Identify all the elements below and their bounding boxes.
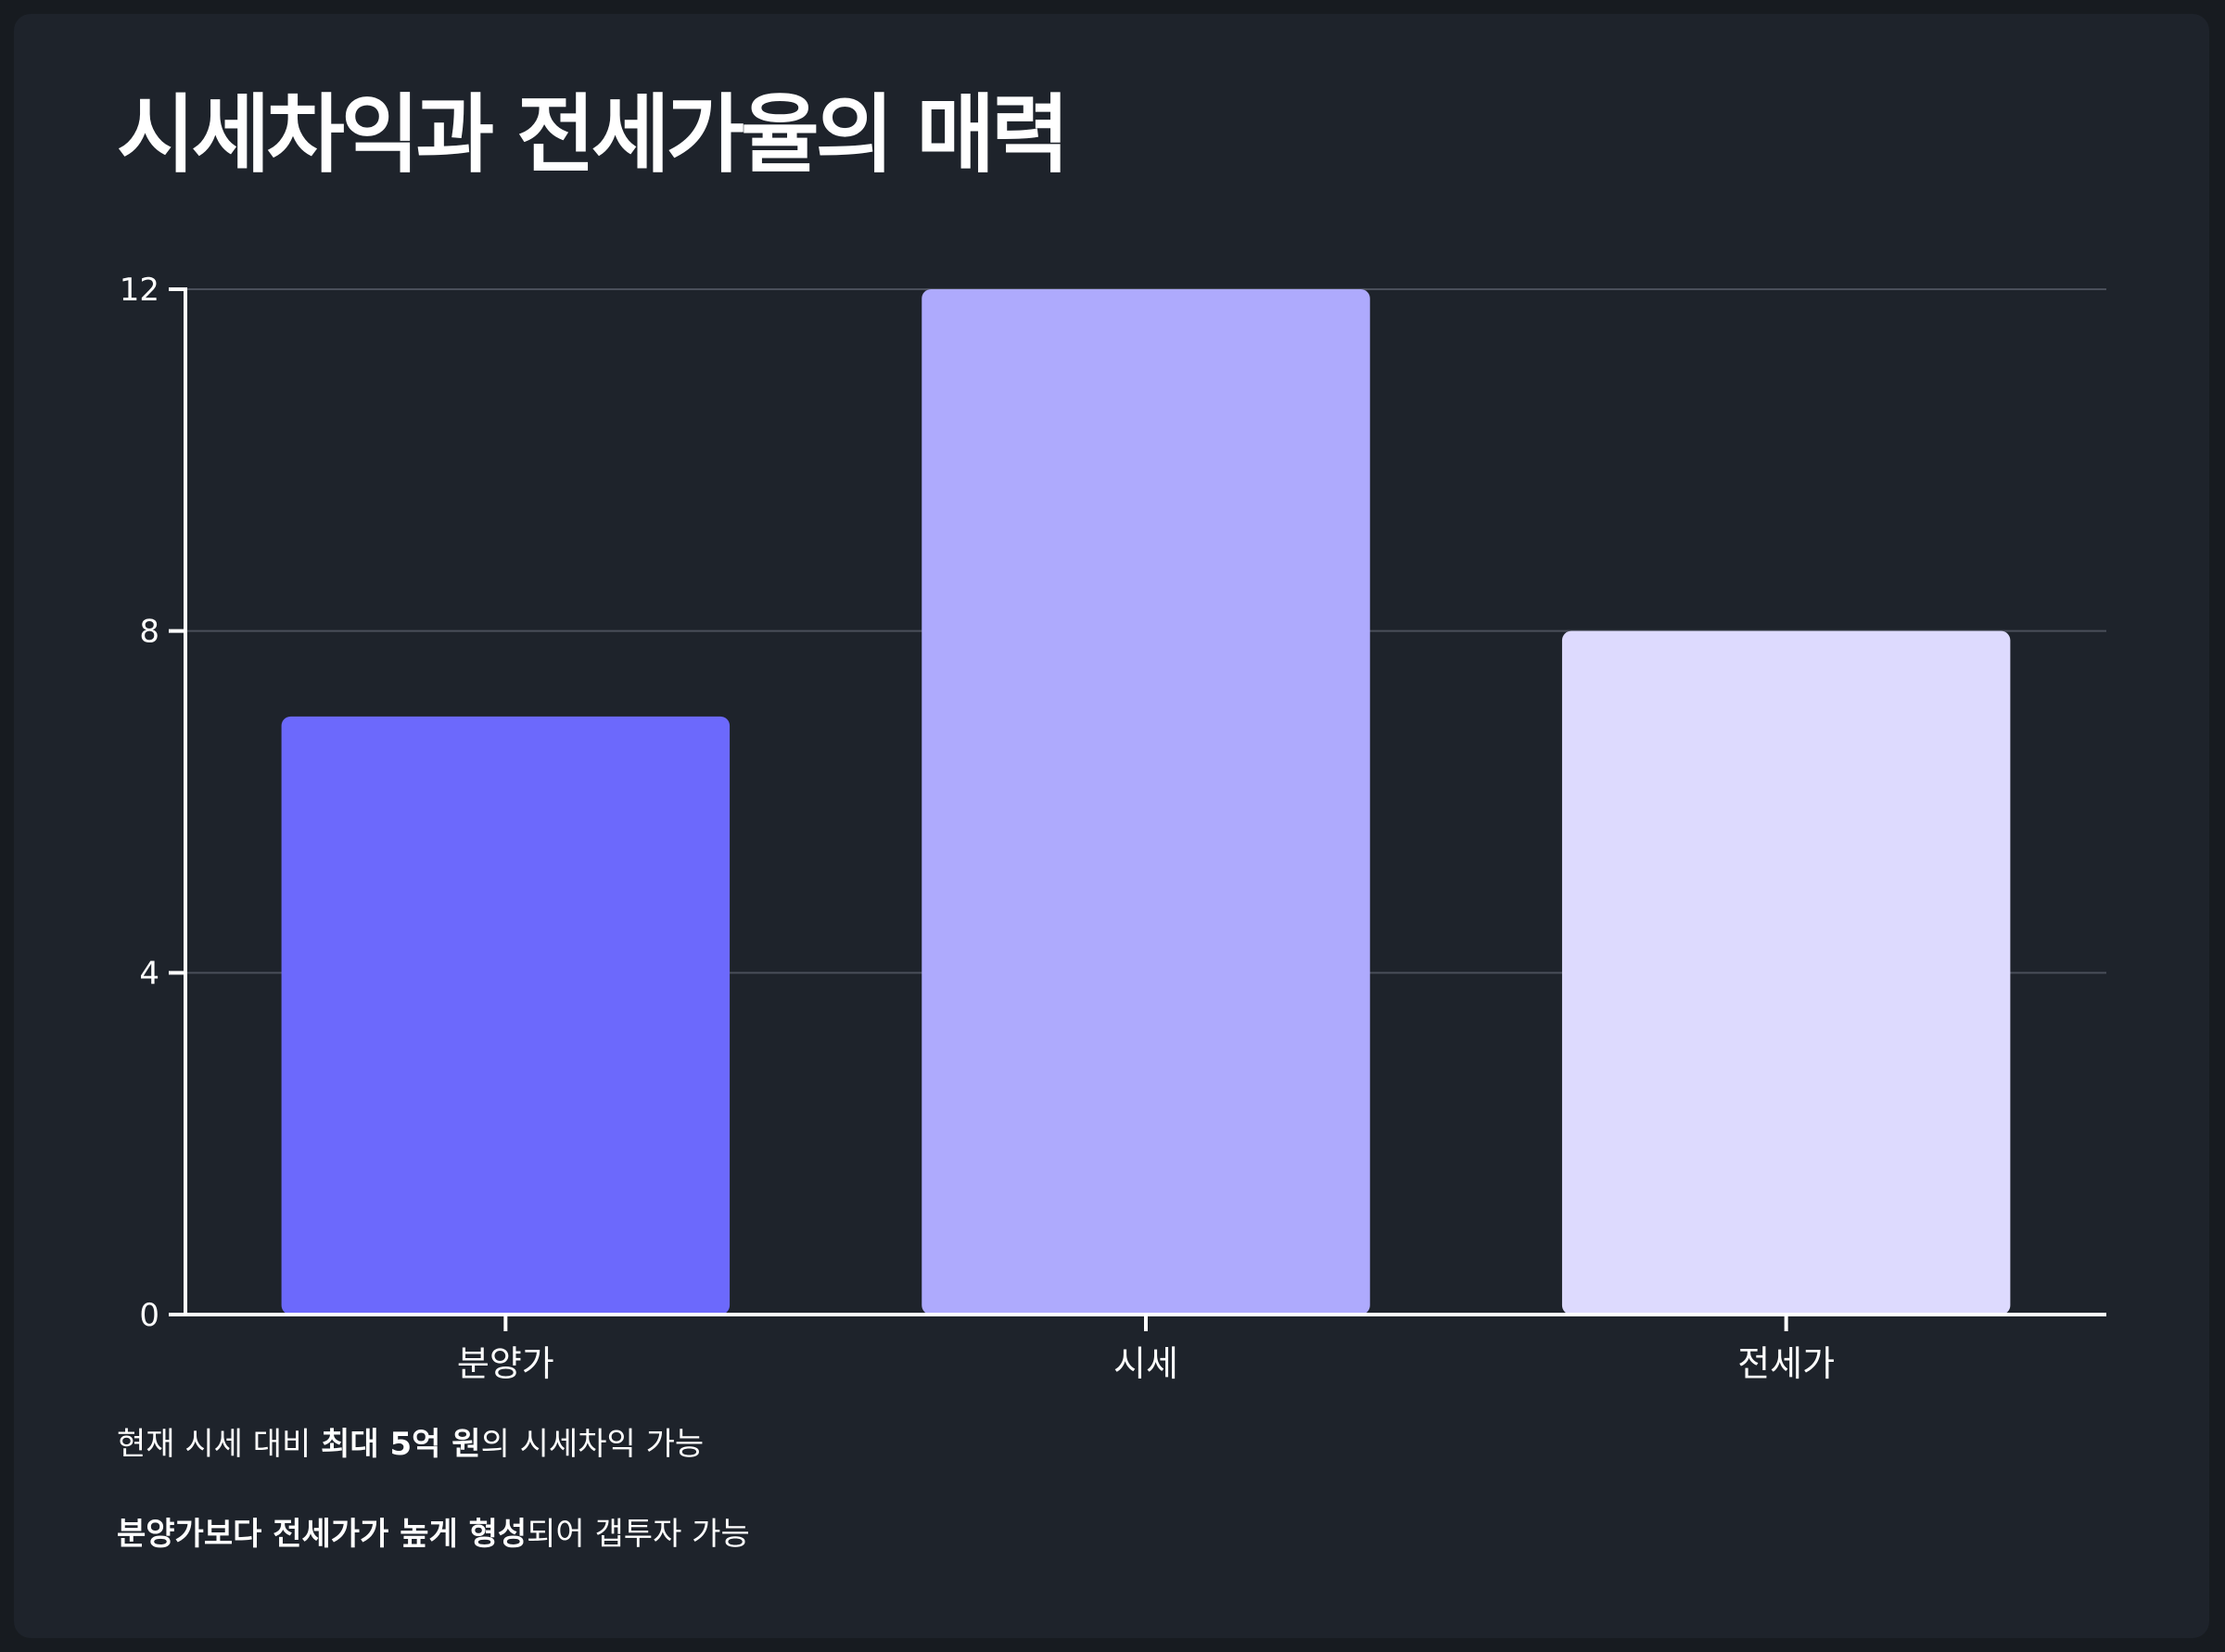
note-1: 현재 시세 대비 최대 5억 원의 시세차익 가능 xyxy=(117,1418,704,1464)
y-tick-label-2: 8 xyxy=(139,614,159,651)
page-title: 시세차익과 전세가율의 매력 xyxy=(117,85,1070,184)
bar-1 xyxy=(922,289,1370,1315)
x-tick-label-2: 전세가 xyxy=(1737,1343,1835,1384)
y-tick-label-1: 4 xyxy=(139,955,159,992)
bars xyxy=(281,289,2011,1315)
bar-2 xyxy=(1561,630,2011,1315)
note-1-pre: 현재 시세 대비 xyxy=(117,1426,322,1463)
y-axis-ticks: 0 4 8 12 xyxy=(120,272,185,1334)
x-tick-label-1: 시세 xyxy=(1113,1343,1178,1384)
note-1-bold: 최대 5억 원 xyxy=(321,1426,481,1463)
y-tick-label-0: 0 xyxy=(139,1297,159,1334)
x-tick-label-0: 분양가 xyxy=(457,1343,554,1384)
note-2: 분양가보다 전세가가 높게 형성되어 갭투자 가능 xyxy=(117,1508,750,1554)
y-tick-label-3: 12 xyxy=(120,272,159,309)
note-1-post: 의 시세차익 가능 xyxy=(480,1426,705,1463)
note-2-bold: 분양가보다 전세가가 높게 형성 xyxy=(117,1516,528,1553)
note-2-post: 되어 갭투자 가능 xyxy=(527,1516,750,1553)
x-axis-ticks: 분양가 시세 전세가 xyxy=(457,1315,1835,1384)
bar-0 xyxy=(281,716,731,1315)
